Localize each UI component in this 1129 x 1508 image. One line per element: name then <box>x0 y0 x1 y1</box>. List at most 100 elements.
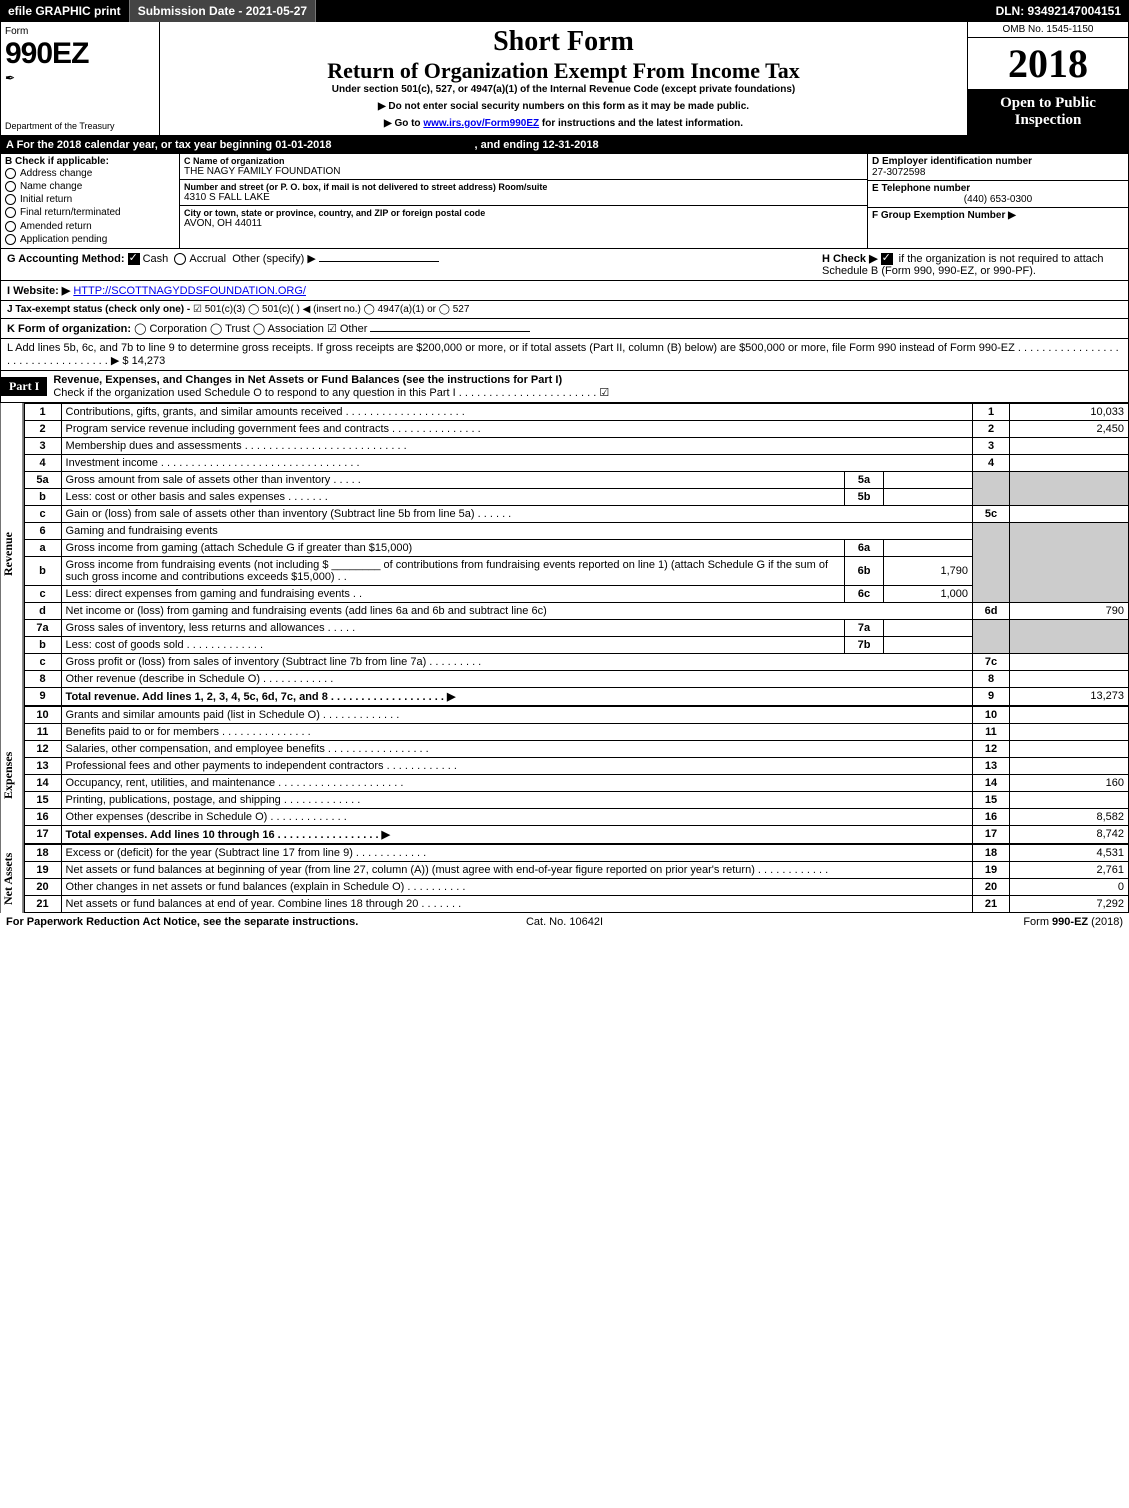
chk-final-return[interactable]: Final return/terminated <box>5 206 175 219</box>
line-6d: Net income or (loss) from gaming and fun… <box>61 602 972 619</box>
c-name-label: C Name of organization <box>184 156 863 166</box>
line-21: Net assets or fund balances at end of ye… <box>61 895 972 912</box>
e-value: (440) 653-0300 <box>872 194 1124 205</box>
d-value: 27-3072598 <box>872 167 1124 178</box>
form-header: Form 990EZ ✒ Department of the Treasury … <box>0 22 1129 136</box>
chk-pending[interactable]: Application pending <box>5 233 175 246</box>
l-text: L Add lines 5b, 6c, and 7b to line 9 to … <box>7 342 1119 367</box>
box-b-title: B Check if applicable: <box>5 156 175 167</box>
k-label: K Form of organization: <box>7 323 131 335</box>
line-5c: Gain or (loss) from sale of assets other… <box>61 505 972 522</box>
line-18: Excess or (deficit) for the year (Subtra… <box>61 844 972 861</box>
ssn-note: ▶ Do not enter social security numbers o… <box>164 101 963 112</box>
chk-name-change[interactable]: Name change <box>5 180 175 193</box>
return-title: Return of Organization Exempt From Incom… <box>164 58 963 84</box>
top-bar: efile GRAPHIC print Submission Date - 20… <box>0 0 1129 22</box>
footer: For Paperwork Reduction Act Notice, see … <box>0 913 1129 931</box>
form-word: Form <box>5 26 155 37</box>
under-section: Under section 501(c), 527, or 4947(a)(1)… <box>164 84 963 95</box>
line-6a: Gross income from gaming (attach Schedul… <box>61 539 844 556</box>
h-check[interactable] <box>881 253 893 265</box>
part-i-badge: Part I <box>1 377 47 396</box>
row-i: I Website: ▶ HTTP://SCOTTNAGYDDSFOUNDATI… <box>0 281 1129 301</box>
revenue-section: Revenue 1Contributions, gifts, grants, a… <box>0 403 1129 706</box>
goto-note: ▶ Go to www.irs.gov/Form990EZ for instru… <box>164 118 963 129</box>
row-gh: G Accounting Method: Cash Accrual Other … <box>0 249 1129 281</box>
chk-amended[interactable]: Amended return <box>5 220 175 233</box>
expenses-table: 10Grants and similar amounts paid (list … <box>24 706 1129 844</box>
line-4: Investment income . . . . . . . . . . . … <box>61 454 972 471</box>
line-17: Total expenses. Add lines 10 through 16 … <box>61 825 972 843</box>
c-city-label: City or town, state or province, country… <box>184 208 863 218</box>
open-public: Open to Public Inspection <box>968 89 1128 135</box>
part-i-header: Part I Revenue, Expenses, and Changes in… <box>0 371 1129 403</box>
g-accrual-check[interactable] <box>174 253 186 265</box>
chk-initial-return[interactable]: Initial return <box>5 193 175 206</box>
revenue-table: 1Contributions, gifts, grants, and simil… <box>24 403 1129 706</box>
website-link[interactable]: HTTP://SCOTTNAGYDDSFOUNDATION.ORG/ <box>73 285 306 297</box>
g-cash-check[interactable] <box>128 253 140 265</box>
line-6: Gaming and fundraising events <box>61 522 972 539</box>
header-right: OMB No. 1545-1150 2018 Open to Public In… <box>968 22 1128 135</box>
header-left: Form 990EZ ✒ Department of the Treasury <box>1 22 160 135</box>
g-label: G Accounting Method: <box>7 253 125 265</box>
line-3: Membership dues and assessments . . . . … <box>61 437 972 454</box>
line-15: Printing, publications, postage, and shi… <box>61 791 972 808</box>
line-11: Benefits paid to or for members . . . . … <box>61 723 972 740</box>
side-netassets: Net Assets <box>0 844 24 913</box>
footer-left: For Paperwork Reduction Act Notice, see … <box>6 916 378 928</box>
line-7c: Gross profit or (loss) from sales of inv… <box>61 653 972 670</box>
h-label: H Check ▶ <box>822 253 878 265</box>
line-8: Other revenue (describe in Schedule O) .… <box>61 670 972 687</box>
chk-address-change[interactable]: Address change <box>5 167 175 180</box>
line-20: Other changes in net assets or fund bala… <box>61 878 972 895</box>
k-opts: ◯ Corporation ◯ Trust ◯ Association ☑ Ot… <box>134 323 367 335</box>
line-10: Grants and similar amounts paid (list in… <box>61 706 972 723</box>
dln-label: DLN: 93492147004151 <box>988 0 1129 22</box>
row-l: L Add lines 5b, 6c, and 7b to line 9 to … <box>0 339 1129 371</box>
c-city-value: AVON, OH 44011 <box>184 218 863 229</box>
header-mid: Short Form Return of Organization Exempt… <box>160 22 968 135</box>
line-16: Other expenses (describe in Schedule O) … <box>61 808 972 825</box>
period-row: A For the 2018 calendar year, or tax yea… <box>0 136 1129 154</box>
line-7a: Gross sales of inventory, less returns a… <box>61 619 844 636</box>
c-addr-label: Number and street (or P. O. box, if mail… <box>184 182 863 192</box>
line-2: Program service revenue including govern… <box>61 420 972 437</box>
f-label: F Group Exemption Number ▶ <box>872 210 1124 221</box>
line-5b: Less: cost or other basis and sales expe… <box>61 488 844 505</box>
omb-number: OMB No. 1545-1150 <box>968 22 1128 38</box>
line-14: Occupancy, rent, utilities, and maintena… <box>61 774 972 791</box>
line-5a: Gross amount from sale of assets other t… <box>61 471 844 488</box>
line-6b: Gross income from fundraising events (no… <box>61 556 844 585</box>
part-i-sub: Check if the organization used Schedule … <box>53 387 609 399</box>
efile-label: efile GRAPHIC print <box>0 0 129 22</box>
c-addr-value: 4310 S FALL LAKE <box>184 192 863 203</box>
line-6c: Less: direct expenses from gaming and fu… <box>61 585 844 602</box>
j-opts: ☑ 501(c)(3) ◯ 501(c)( ) ◀ (insert no.) ◯… <box>193 304 469 315</box>
line-12: Salaries, other compensation, and employ… <box>61 740 972 757</box>
box-b: B Check if applicable: Address change Na… <box>1 154 180 248</box>
i-label: I Website: ▶ <box>7 285 70 297</box>
e-label: E Telephone number <box>872 183 1124 194</box>
footer-mid: Cat. No. 10642I <box>378 916 750 928</box>
row-k: K Form of organization: ◯ Corporation ◯ … <box>0 319 1129 339</box>
short-form-title: Short Form <box>164 26 963 58</box>
line-7b: Less: cost of goods sold . . . . . . . .… <box>61 636 844 653</box>
j-label: J Tax-exempt status (check only one) - <box>7 304 190 315</box>
dept-treasury: Department of the Treasury <box>5 121 115 131</box>
line-19: Net assets or fund balances at beginning… <box>61 861 972 878</box>
netassets-table: 18Excess or (deficit) for the year (Subt… <box>24 844 1129 913</box>
submission-date: Submission Date - 2021-05-27 <box>129 0 316 22</box>
irs-link[interactable]: www.irs.gov/Form990EZ <box>423 118 539 129</box>
part-i-heading: Revenue, Expenses, and Changes in Net As… <box>53 374 562 386</box>
tax-year: 2018 <box>968 38 1128 89</box>
line-13: Professional fees and other payments to … <box>61 757 972 774</box>
form-number: 990EZ <box>5 37 155 71</box>
c-name-value: THE NAGY FAMILY FOUNDATION <box>184 166 863 177</box>
netassets-section: Net Assets 18Excess or (deficit) for the… <box>0 844 1129 913</box>
entity-block: B Check if applicable: Address change Na… <box>0 154 1129 249</box>
box-c: C Name of organization THE NAGY FAMILY F… <box>180 154 868 248</box>
footer-right: Form 990-EZ (2018) <box>751 916 1123 928</box>
side-revenue: Revenue <box>0 403 24 706</box>
box-def: D Employer identification number 27-3072… <box>868 154 1128 248</box>
